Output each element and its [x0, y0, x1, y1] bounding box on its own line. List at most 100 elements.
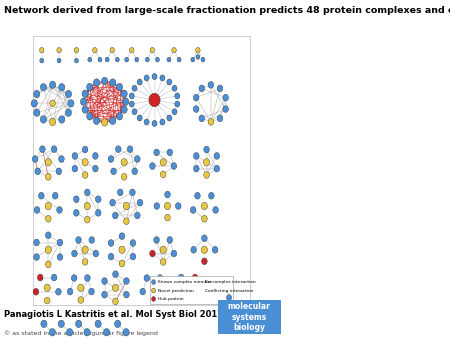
Circle shape — [191, 57, 195, 62]
Circle shape — [51, 274, 57, 281]
Circle shape — [208, 192, 214, 199]
Circle shape — [160, 159, 166, 166]
Circle shape — [196, 54, 200, 59]
Circle shape — [223, 94, 229, 101]
Circle shape — [197, 288, 202, 295]
Circle shape — [98, 57, 102, 62]
Circle shape — [214, 165, 220, 172]
Circle shape — [172, 109, 177, 115]
Circle shape — [57, 58, 61, 63]
Circle shape — [45, 246, 51, 254]
Circle shape — [130, 189, 135, 196]
Circle shape — [73, 210, 79, 216]
Circle shape — [95, 196, 101, 202]
Circle shape — [137, 115, 142, 121]
Circle shape — [102, 277, 108, 284]
Circle shape — [165, 214, 171, 221]
Circle shape — [150, 284, 157, 292]
Circle shape — [75, 58, 78, 63]
Circle shape — [137, 79, 142, 85]
Circle shape — [160, 119, 165, 125]
Text: © as stated in the article, figure or figure legend: © as stated in the article, figure or fi… — [4, 330, 157, 336]
Circle shape — [202, 235, 207, 242]
Circle shape — [34, 90, 40, 98]
Text: Conflicting interaction: Conflicting interaction — [206, 289, 254, 292]
Circle shape — [129, 93, 134, 99]
Circle shape — [160, 246, 166, 254]
Circle shape — [117, 189, 123, 196]
Circle shape — [121, 90, 127, 97]
Circle shape — [93, 165, 98, 172]
Circle shape — [102, 77, 108, 85]
Circle shape — [108, 156, 114, 162]
Circle shape — [213, 207, 218, 213]
Circle shape — [40, 83, 46, 91]
Circle shape — [202, 258, 207, 265]
Circle shape — [174, 288, 180, 295]
Circle shape — [86, 113, 93, 120]
Circle shape — [84, 329, 90, 336]
Circle shape — [94, 117, 99, 124]
Circle shape — [93, 47, 97, 53]
Circle shape — [208, 81, 214, 88]
Circle shape — [194, 152, 199, 159]
Circle shape — [74, 47, 79, 53]
Circle shape — [123, 98, 129, 105]
Circle shape — [185, 297, 191, 304]
Text: Co-complex interaction: Co-complex interaction — [206, 280, 256, 284]
Circle shape — [150, 47, 155, 53]
Circle shape — [51, 146, 57, 152]
Circle shape — [121, 106, 127, 113]
Circle shape — [140, 288, 145, 295]
Circle shape — [112, 298, 118, 305]
Circle shape — [39, 192, 44, 199]
Text: Novel prediction: Novel prediction — [158, 289, 194, 292]
Circle shape — [202, 215, 207, 222]
Circle shape — [149, 93, 160, 107]
Circle shape — [112, 212, 118, 219]
Circle shape — [208, 119, 214, 125]
Circle shape — [67, 288, 73, 295]
Text: Panagiotis L Kastritis et al. Mol Syst Biol 2017;13:936: Panagiotis L Kastritis et al. Mol Syst B… — [4, 310, 258, 319]
Circle shape — [150, 163, 155, 169]
Circle shape — [160, 171, 166, 178]
Circle shape — [105, 57, 109, 62]
Circle shape — [57, 207, 63, 213]
Circle shape — [93, 250, 99, 257]
Circle shape — [58, 320, 64, 328]
Circle shape — [145, 57, 149, 62]
Circle shape — [93, 152, 98, 159]
Circle shape — [119, 260, 125, 267]
Circle shape — [190, 207, 196, 213]
Circle shape — [102, 291, 108, 298]
Circle shape — [152, 296, 156, 301]
Circle shape — [78, 284, 84, 292]
Circle shape — [34, 207, 40, 213]
Circle shape — [129, 101, 134, 107]
Circle shape — [31, 100, 37, 107]
Circle shape — [127, 146, 133, 152]
Circle shape — [82, 90, 88, 97]
Circle shape — [199, 85, 205, 92]
Circle shape — [121, 159, 127, 166]
Circle shape — [82, 106, 88, 113]
Circle shape — [45, 297, 50, 304]
Circle shape — [123, 329, 129, 336]
Circle shape — [41, 320, 47, 328]
Circle shape — [135, 57, 139, 62]
Circle shape — [88, 57, 92, 62]
Circle shape — [86, 83, 93, 91]
Circle shape — [226, 294, 232, 300]
Circle shape — [58, 83, 65, 91]
Circle shape — [152, 288, 156, 293]
Circle shape — [144, 75, 149, 81]
Circle shape — [72, 152, 78, 159]
Circle shape — [50, 81, 56, 89]
Circle shape — [72, 250, 77, 257]
Circle shape — [115, 57, 119, 62]
Circle shape — [82, 259, 88, 265]
Circle shape — [154, 237, 159, 243]
Circle shape — [85, 216, 90, 223]
Circle shape — [34, 109, 40, 116]
Circle shape — [137, 199, 143, 206]
